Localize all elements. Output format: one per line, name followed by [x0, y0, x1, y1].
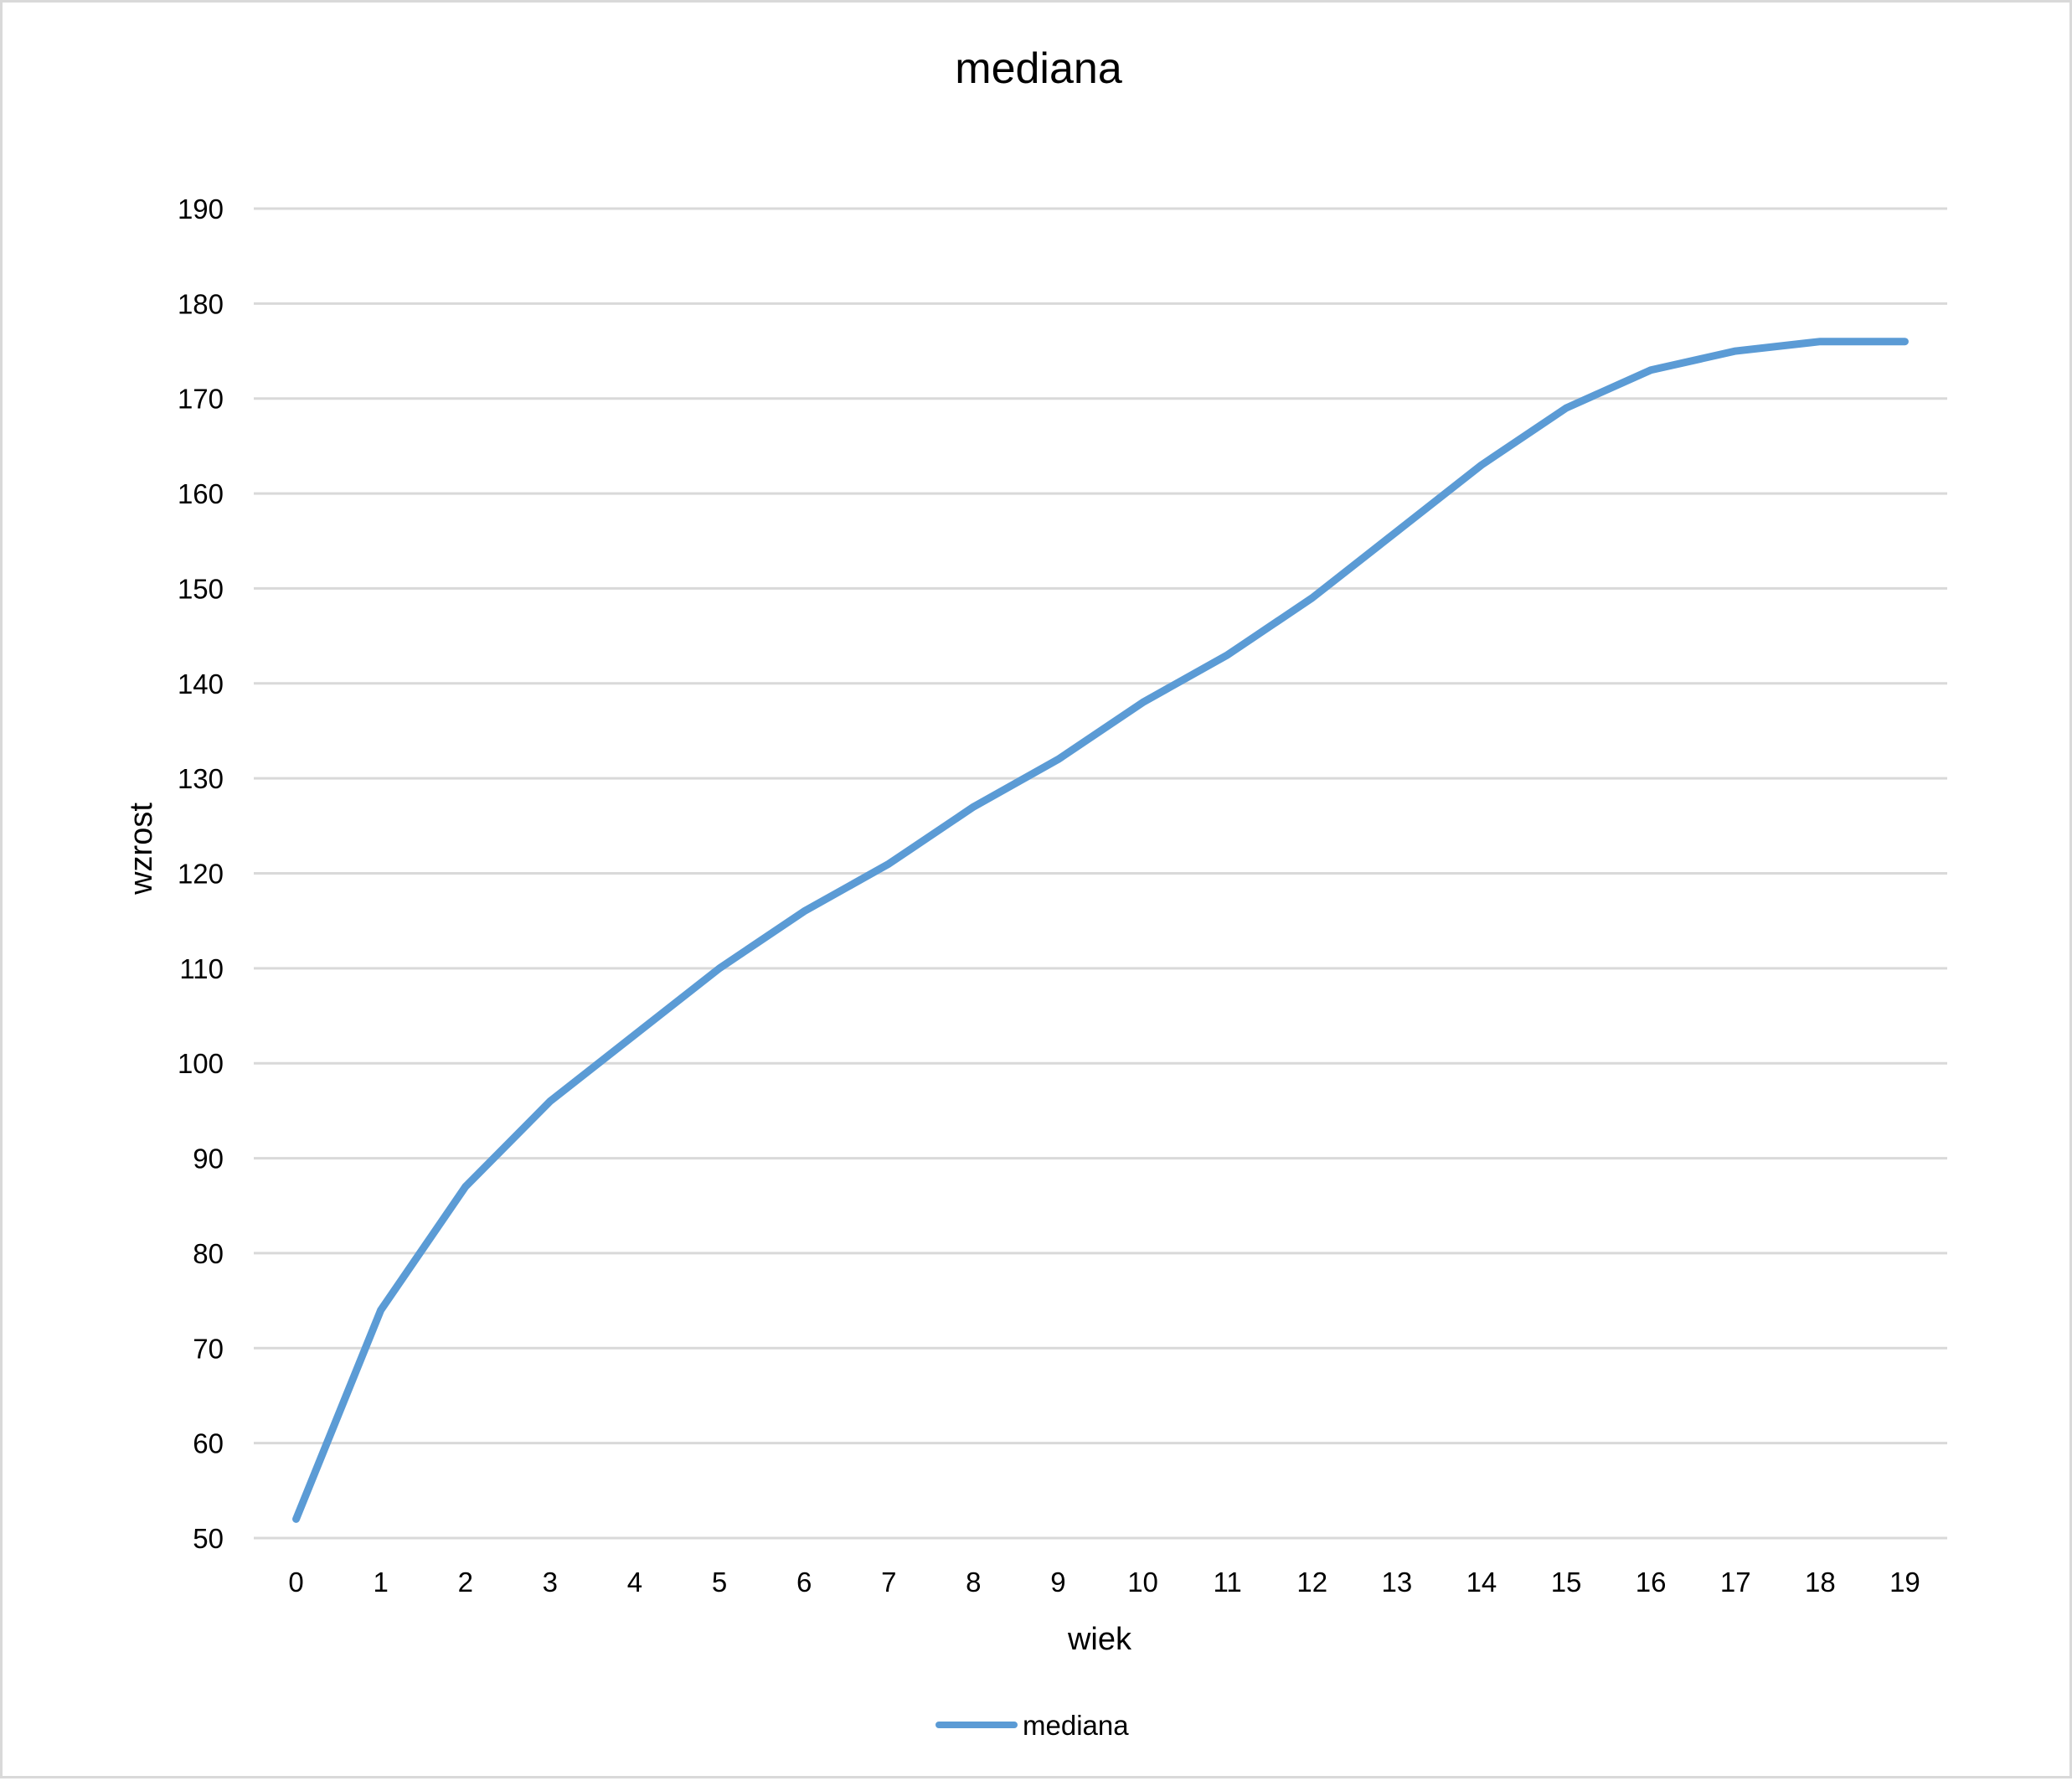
y-tick-label: 190	[178, 194, 224, 225]
x-tick-label: 1	[373, 1567, 388, 1598]
series-lines	[292, 338, 1909, 1523]
y-tick-label: 60	[193, 1428, 224, 1459]
y-axis-ticks: 50 60 70 80 90 100 110 120 130 140 150 160 170 180 190	[178, 194, 224, 1554]
y-tick-label: 140	[178, 669, 224, 699]
x-tick-label: 13	[1381, 1567, 1412, 1598]
y-tick-label: 130	[178, 763, 224, 794]
y-axis-label: wzrost	[124, 803, 159, 896]
y-tick-label: 110	[179, 953, 224, 984]
y-tick-label: 80	[193, 1238, 224, 1269]
x-tick-label: 8	[966, 1567, 981, 1598]
x-tick-label: 11	[1214, 1567, 1242, 1598]
x-tick-label: 19	[1889, 1567, 1920, 1598]
y-tick-label: 180	[178, 288, 224, 319]
x-tick-label: 17	[1720, 1567, 1751, 1598]
gridlines	[254, 207, 1947, 1540]
y-tick-label: 70	[193, 1333, 224, 1364]
y-tick-label: 160	[178, 478, 224, 509]
x-tick-label: 2	[458, 1567, 473, 1598]
y-tick-label: 90	[193, 1143, 224, 1174]
y-tick-label: 50	[193, 1523, 224, 1554]
y-tick-label: 100	[178, 1048, 224, 1079]
y-tick-label: 170	[178, 384, 224, 415]
x-tick-label: 6	[796, 1567, 812, 1598]
x-tick-label: 15	[1551, 1567, 1582, 1598]
x-tick-label: 5	[712, 1567, 727, 1598]
x-tick-label: 0	[288, 1567, 303, 1598]
x-tick-label: 10	[1127, 1567, 1158, 1598]
x-axis-label: wiek	[1067, 1622, 1132, 1657]
x-tick-label: 14	[1466, 1567, 1497, 1598]
x-tick-label: 12	[1296, 1567, 1327, 1598]
x-tick-label: 9	[1050, 1567, 1065, 1598]
legend: mediana	[935, 1710, 1129, 1741]
x-tick-label: 18	[1805, 1567, 1836, 1598]
line-chart: mediana 50607080901001101201301401501601…	[124, 44, 1947, 1741]
y-tick-label: 120	[178, 859, 224, 890]
x-tick-label: 3	[543, 1567, 558, 1598]
x-tick-label: 16	[1636, 1567, 1667, 1598]
x-axis-ticks: 0 1 2 3 4 5 6 7 8 9 10 11 12 13 14 15 16 17 18 19	[288, 1567, 1920, 1598]
legend-label-mediana: mediana	[1023, 1710, 1129, 1741]
series-line-mediana	[292, 338, 1909, 1523]
chart-title: mediana	[955, 44, 1122, 93]
x-tick-label: 4	[627, 1567, 642, 1598]
x-tick-label: 7	[881, 1567, 896, 1598]
y-tick-label: 150	[178, 573, 224, 604]
